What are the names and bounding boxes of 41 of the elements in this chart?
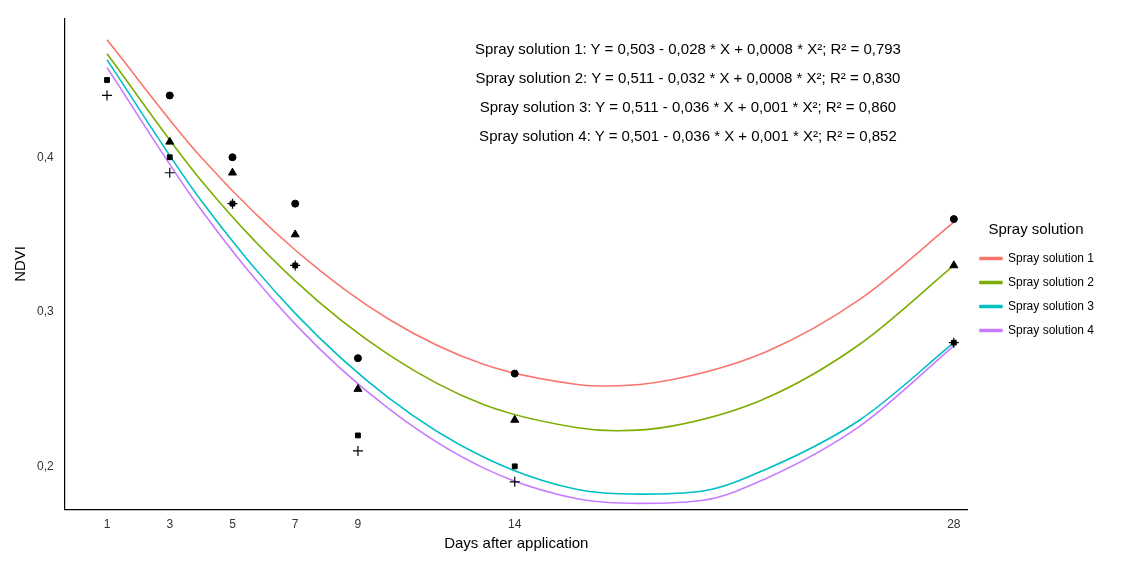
- x-tick-label: 14: [508, 517, 522, 532]
- point: [352, 445, 364, 457]
- point: [355, 432, 361, 439]
- point: [510, 414, 520, 423]
- legend-title: Spray solution: [988, 220, 1084, 238]
- y-axis-title: NDVI: [11, 245, 29, 282]
- y-tick-label: 0,2: [36, 458, 54, 473]
- x-tick-label: 28: [947, 517, 961, 532]
- point: [228, 153, 237, 162]
- point: [166, 154, 173, 161]
- point: [949, 260, 959, 269]
- x-tick-label: 5: [229, 517, 237, 532]
- annotation: Spray solution 3: Y = 0,511 - 0,036 * X + 0,001 * X²; R² = 0,860: [479, 98, 897, 116]
- x-tick-label: 9: [354, 517, 362, 532]
- point: [353, 383, 363, 392]
- legend-label: Spray solution 1: [1007, 250, 1095, 265]
- point: [511, 463, 518, 470]
- point: [104, 77, 110, 83]
- annotation: Spray solution 4: Y = 0,501 - 0,036 * X + 0,001 * X²; R² = 0,852: [479, 127, 897, 145]
- annotation: Spray solution 1: Y = 0,503 - 0,028 * X + 0,0008 * X²; R² = 0,793: [474, 40, 901, 58]
- point: [291, 199, 300, 208]
- legend-label: Spray solution 4: [1007, 322, 1095, 337]
- point: [949, 215, 958, 224]
- point: [510, 369, 519, 378]
- point: [101, 89, 113, 102]
- point: [509, 476, 521, 488]
- annotation: Spray solution 2: Y = 0,511 - 0,032 * X + 0,0008 * X²; R² = 0,830: [475, 69, 901, 87]
- legend-label: Spray solution 2: [1007, 274, 1095, 289]
- point: [227, 167, 237, 176]
- y-tick-label: 0,4: [36, 149, 54, 164]
- y-tick-label: 0,3: [36, 304, 54, 319]
- x-tick-label: 3: [166, 517, 174, 532]
- point: [165, 91, 174, 100]
- x-tick-label: 1: [103, 517, 111, 532]
- point: [164, 167, 176, 179]
- point: [165, 136, 175, 145]
- x-axis-title: Days after application: [444, 534, 589, 552]
- legend-label: Spray solution 3: [1007, 298, 1095, 313]
- point: [290, 229, 300, 238]
- point: [353, 354, 362, 363]
- x-tick-label: 7: [291, 517, 299, 532]
